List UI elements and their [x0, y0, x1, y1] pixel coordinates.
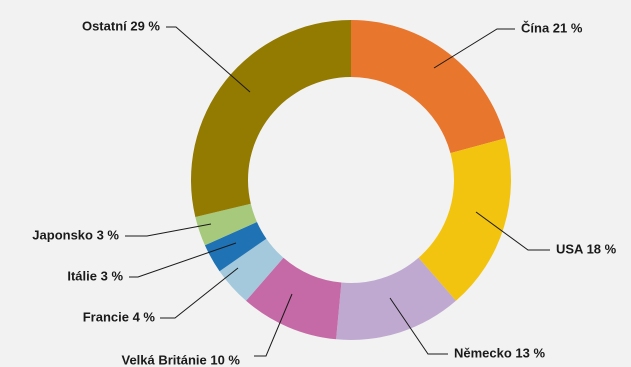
leader-line — [129, 242, 237, 278]
slice-label: Francie 4 % — [83, 309, 156, 324]
slice-francie — [219, 238, 284, 301]
slice-německo — [336, 257, 456, 340]
slice-label: Velká Británie 10 % — [121, 352, 240, 367]
leader-lines — [125, 26, 550, 357]
slice-label: Itálie 3 % — [67, 268, 123, 283]
slice-labels: Čína 21 % USA 18 % Německo 13 % Velká Britá… — [32, 18, 616, 367]
slice-čína — [351, 20, 506, 154]
slice-usa — [418, 138, 511, 301]
leader-line — [433, 28, 515, 69]
leader-line — [160, 267, 239, 319]
leader-line — [166, 26, 251, 93]
slices-layer — [190, 20, 511, 340]
slice-ostatní — [190, 20, 351, 217]
leader-line — [389, 297, 448, 355]
slice-label: Čína 21 % — [521, 20, 583, 35]
slice-label: Ostatní 29 % — [82, 18, 160, 33]
leader-line — [475, 211, 550, 251]
slice-japonsko — [195, 203, 257, 246]
slice-label: Německo 13 % — [454, 345, 545, 360]
slice-label: Japonsko 3 % — [32, 227, 119, 242]
slice-itálie — [204, 221, 267, 272]
leader-line — [254, 293, 293, 357]
leader-line — [125, 223, 212, 237]
slice-velká-británie — [246, 257, 342, 340]
slice-label: USA 18 % — [556, 241, 617, 256]
